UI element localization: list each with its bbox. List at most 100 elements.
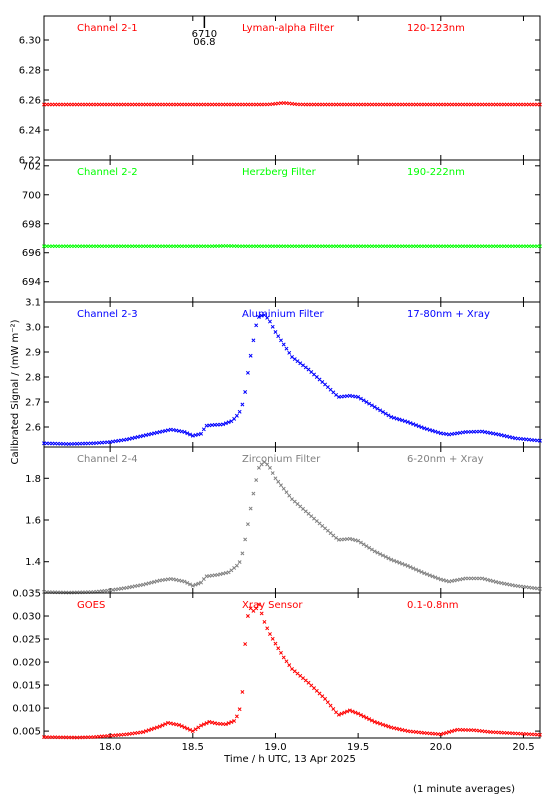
data-point — [174, 577, 179, 582]
data-point — [436, 576, 440, 581]
data-point — [504, 434, 509, 439]
data-point — [276, 479, 281, 484]
data-point — [279, 650, 283, 655]
data-point — [281, 655, 286, 660]
data-point — [226, 420, 231, 425]
data-point — [422, 426, 427, 431]
panel-4: 1.4 1.6 1.8 Channel 2-4 Zirconium Filter 6-20… — [25, 446, 542, 595]
y-tick-label: 2.8 — [25, 373, 41, 384]
panel-frame — [43, 592, 541, 739]
data-point — [196, 725, 201, 730]
data-point — [152, 726, 157, 731]
data-point — [141, 433, 146, 438]
data-point — [193, 582, 198, 587]
data-point — [369, 547, 374, 552]
data-point — [287, 663, 292, 668]
data-point — [287, 493, 292, 498]
data-point — [199, 580, 204, 585]
data-point — [229, 720, 234, 724]
data-point — [425, 427, 429, 432]
panel-filter-label: Herzberg Filter — [242, 167, 317, 178]
y-tick-label: 0.010 — [12, 704, 41, 715]
data-point — [177, 429, 181, 433]
panel-2: 694 696 698 700 702 Channel 2-2 Herzberg Filte… — [22, 159, 542, 303]
panel-band-label: 6-20nm + Xray — [407, 454, 484, 465]
data-point — [306, 680, 311, 685]
data-point — [386, 556, 391, 561]
data-point — [436, 430, 440, 435]
data-point — [166, 428, 170, 433]
data-point — [485, 430, 490, 435]
data-point — [504, 582, 509, 587]
data-point — [207, 719, 212, 724]
data-point — [482, 430, 487, 434]
data-point — [394, 559, 399, 564]
data-point — [182, 725, 187, 730]
data-point — [386, 413, 391, 418]
data-point — [265, 626, 270, 631]
series-points — [42, 101, 542, 107]
data-point — [221, 571, 226, 576]
chart-panels: 6.22 6.24 6.26 6.28 6.30 Channel 2-1 Lyman-alp… — [12, 15, 542, 740]
data-point — [361, 714, 366, 719]
data-point — [449, 729, 454, 734]
data-point — [232, 719, 237, 723]
data-point — [482, 577, 487, 582]
data-point — [146, 728, 151, 733]
data-point — [480, 576, 485, 581]
data-point — [157, 430, 162, 434]
data-point — [364, 544, 369, 549]
data-point — [281, 342, 286, 347]
data-point — [392, 558, 396, 563]
panel-filter-label: Lyman-alpha Filter — [242, 23, 335, 34]
data-point — [155, 430, 159, 435]
data-point — [416, 424, 421, 429]
data-point — [356, 395, 361, 399]
data-point — [411, 422, 416, 427]
data-point — [369, 403, 374, 408]
panel-channel-label: Channel 2-3 — [77, 309, 138, 320]
data-point — [380, 410, 385, 414]
y-tick-label: 0.030 — [12, 612, 41, 623]
data-point — [163, 722, 168, 726]
data-point — [254, 478, 259, 482]
data-point — [538, 102, 542, 107]
data-point — [538, 586, 542, 591]
data-point — [433, 575, 438, 580]
data-point — [499, 433, 504, 438]
data-point — [358, 713, 363, 717]
data-point — [155, 579, 159, 584]
data-point — [243, 537, 248, 542]
panel-5: 0.005 0.010 0.015 0.020 0.025 0.030 0.035 GOES X… — [12, 589, 542, 740]
data-point — [538, 244, 542, 249]
data-point — [411, 566, 416, 571]
data-point — [538, 438, 542, 443]
data-point — [507, 435, 512, 439]
data-point — [251, 491, 256, 496]
data-point — [496, 432, 501, 437]
data-point — [265, 315, 270, 320]
data-point — [168, 721, 173, 726]
time-marker-label: 6710 — [192, 29, 217, 40]
data-point — [438, 577, 443, 582]
data-point — [130, 584, 135, 589]
data-point — [223, 722, 228, 727]
data-point — [441, 578, 446, 583]
data-point — [212, 721, 217, 726]
data-point — [245, 614, 250, 618]
data-point — [405, 563, 410, 568]
data-point — [480, 429, 485, 434]
data-point — [510, 583, 515, 588]
data-point — [276, 646, 281, 651]
data-point — [358, 540, 363, 545]
data-point — [334, 392, 339, 397]
x-tick-label: 20.0 — [430, 742, 452, 753]
data-point — [146, 432, 151, 437]
data-point — [149, 727, 154, 732]
data-point — [488, 431, 493, 435]
panel-filter-label: Zirconium Filter — [242, 454, 321, 465]
data-point — [394, 416, 399, 421]
data-point — [155, 725, 159, 730]
y-tick-label: 700 — [22, 190, 41, 201]
